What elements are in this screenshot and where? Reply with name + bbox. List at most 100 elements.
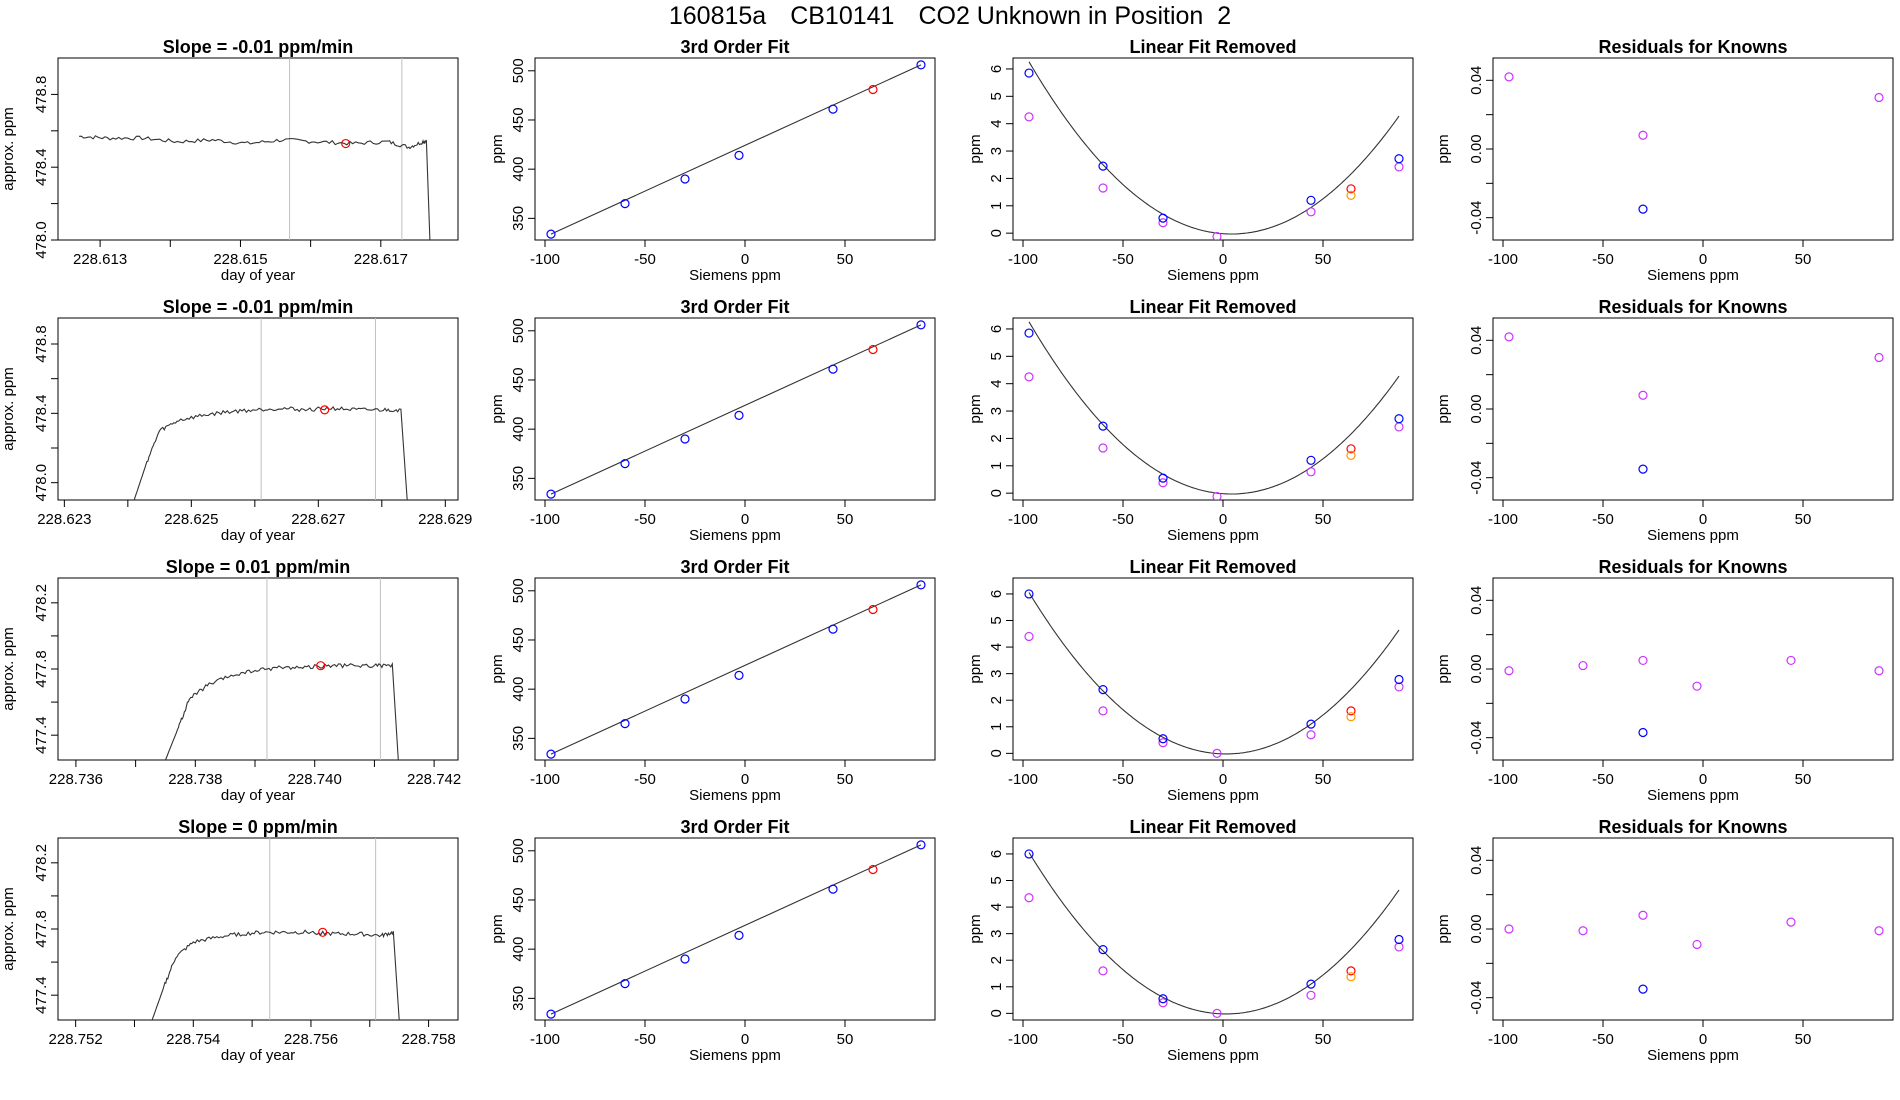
r3-residuals-for-knowns-xtick-label: -50 [1592, 771, 1614, 788]
r3-linear-fit-removed-residual-point [1306, 730, 1316, 740]
r1-linear-fit-removed-xtick-label: 0 [1219, 251, 1227, 268]
r2-linear-fit-removed-ytick-label: 3 [988, 407, 1005, 415]
r1-time-series-xtick-label: 228.613 [73, 251, 127, 268]
r4-linear-fit-removed-ytick-label: 6 [988, 850, 1005, 858]
r3-linear-fit-removed-ytick-label: 0 [988, 749, 1005, 757]
r3-time-series-xtick-label: 228.738 [168, 771, 222, 788]
r2-time-series-xtick-label: 228.625 [164, 511, 218, 528]
r3-linear-fit-removed-residual-point [1394, 682, 1404, 692]
r3-residuals-for-knowns-frame [1492, 577, 1894, 761]
r1-residuals-for-knowns-residual-point [1874, 92, 1884, 103]
r4-third-order-fit-unknown-point [868, 864, 878, 875]
r3-time-series-ylabel: approx. ppm [0, 627, 17, 710]
r3-third-order-fit-xtick-label: 0 [741, 771, 749, 788]
r3-time-series-marker [316, 661, 326, 671]
r4-linear-fit-removed-known-point [1024, 849, 1034, 859]
r3-third-order-fit-xlabel: Siemens ppm [689, 787, 781, 804]
r4-linear-fit-removed-ytick-label: 2 [988, 956, 1005, 964]
r2-linear-fit-removed-ytick-label: 6 [988, 325, 1005, 333]
r2-third-order-fit-frame [534, 317, 936, 501]
r3-third-order-fit-unknown-point [868, 604, 878, 615]
r3-linear-fit-removed-fit-curve [1028, 592, 1400, 755]
r1-linear-fit-removed-xtick-label: -100 [1008, 251, 1038, 268]
r3-residuals-for-knowns-ytick-label: 0.04 [1468, 586, 1485, 615]
page-title: 160815a CB10141 CO2 Unknown in Position 2 [0, 2, 1900, 31]
r1-third-order-fit-known-point [680, 174, 690, 184]
r2-linear-fit-removed-ytick-label: 1 [988, 462, 1005, 470]
r2-linear-fit-removed-residual-point [1212, 491, 1222, 500]
r2-third-order-fit-xtick-label: 0 [741, 511, 749, 528]
r1-residuals-for-knowns-ytick-label: 0.04 [1468, 66, 1485, 95]
r3-residuals-for-knowns-ytick-label: -0.04 [1468, 721, 1485, 755]
r3-third-order-fit-xtick-label: -50 [634, 771, 656, 788]
r2-linear-fit-removed-data [1024, 321, 1404, 500]
r3-third-order-fit-ytick-label: 500 [510, 578, 527, 603]
r3-linear-fit-removed-known-point [1098, 684, 1108, 695]
r1-linear-fit-removed-title: Linear Fit Removed [1129, 37, 1296, 57]
r4-linear-fit-removed-frame [1012, 837, 1414, 1021]
r2-residuals-for-knowns-ylabel: ppm [1435, 394, 1452, 423]
r2-time-series-data [133, 318, 408, 500]
r4-residuals-for-knowns-xlabel: Siemens ppm [1647, 1047, 1739, 1064]
r2-residuals-for-knowns-known-point [1638, 464, 1648, 474]
r2-time-series-trace [133, 405, 408, 500]
r2-residuals-for-knowns-ytick-label: 0.04 [1468, 326, 1485, 355]
r2-residuals-for-knowns-ytick-label: -0.04 [1468, 461, 1485, 495]
r3-third-order-fit-panel: 3rd Order Fit -100 -50 0 50 Siemens ppm 350 400… [489, 557, 936, 804]
r1-time-series-ytick-label: 478.4 [33, 148, 50, 186]
r3-time-series-trace [164, 661, 399, 760]
r1-residuals-for-knowns-xlabel: Siemens ppm [1647, 267, 1739, 284]
r1-linear-fit-removed-ytick-label: 5 [988, 92, 1005, 100]
r2-time-series-ytick-label: 478.4 [33, 395, 50, 433]
r3-linear-fit-removed-residual-point [1158, 738, 1168, 748]
r1-time-series-ytick-label: 478.8 [33, 76, 50, 114]
r4-residuals-for-knowns-residual-point [1692, 939, 1702, 950]
r2-residuals-for-knowns-xtick-label: -50 [1592, 511, 1614, 528]
r3-linear-fit-removed-known-point [1158, 734, 1168, 744]
r1-third-order-fit-ytick-label: 400 [510, 157, 527, 182]
r2-time-series-ytick-label: 478.8 [33, 325, 50, 363]
r4-residuals-for-knowns-residual-point [1874, 926, 1884, 936]
r3-residuals-for-knowns-ytick-label: 0.00 [1468, 654, 1485, 683]
r2-third-order-fit-known-point [546, 489, 556, 499]
r3-third-order-fit-known-point [828, 624, 838, 634]
r2-time-series-xtick-label: 228.623 [37, 511, 91, 528]
r3-residuals-for-knowns-ylabel: ppm [1435, 654, 1452, 683]
r3-third-order-fit-known-point [916, 580, 926, 590]
r1-third-order-fit-xtick-label: -100 [530, 251, 560, 268]
r2-third-order-fit-ytick-label: 450 [510, 367, 527, 392]
r1-third-order-fit-xtick-label: -50 [634, 251, 656, 268]
r1-linear-fit-removed-xtick-label: 50 [1315, 251, 1332, 268]
r3-linear-fit-removed-known-point [1024, 589, 1034, 599]
r4-time-series-xtick-label: 228.758 [401, 1031, 455, 1048]
r3-time-series-xtick-label: 228.742 [407, 771, 461, 788]
r4-linear-fit-removed-residual-point [1212, 1008, 1222, 1018]
r4-linear-fit-removed-fit-curve [1028, 852, 1400, 1015]
r4-residuals-for-knowns-ytick-label: 0.04 [1468, 846, 1485, 875]
r2-residuals-for-knowns-residual-point [1638, 390, 1648, 400]
r4-time-series-data [151, 838, 400, 1020]
r4-linear-fit-removed-known-point [1306, 979, 1316, 989]
r3-time-series-xtick-label: 228.736 [49, 771, 103, 788]
r2-linear-fit-removed-ytick-label: 5 [988, 352, 1005, 360]
r1-residuals-for-knowns-panel: Residuals for Knowns -100 -50 0 50 Siemens pp… [1435, 37, 1894, 284]
r4-third-order-fit-xlabel: Siemens ppm [689, 1047, 781, 1064]
r3-linear-fit-removed-ytick-label: 3 [988, 669, 1005, 677]
r3-third-order-fit-known-point [620, 718, 630, 729]
r4-time-series-ylabel: approx. ppm [0, 887, 17, 970]
r2-linear-fit-removed-known-point [1158, 473, 1168, 483]
r4-time-series-xtick-label: 228.754 [166, 1031, 220, 1048]
r1-time-series-marker [341, 138, 351, 149]
r2-third-order-fit-xtick-label: -50 [634, 511, 656, 528]
r1-linear-fit-removed-known-point [1394, 154, 1404, 164]
r2-residuals-for-knowns-frame [1492, 317, 1894, 501]
r4-linear-fit-removed-known-point [1098, 944, 1108, 955]
r3-time-series-title: Slope = 0.01 ppm/min [166, 557, 351, 577]
r4-linear-fit-removed-xtick-label: 0 [1219, 1031, 1227, 1048]
r3-linear-fit-removed-unknown-point [1346, 712, 1356, 722]
r2-third-order-fit-known-point [680, 434, 690, 444]
r3-linear-fit-removed-ylabel: ppm [967, 654, 984, 683]
